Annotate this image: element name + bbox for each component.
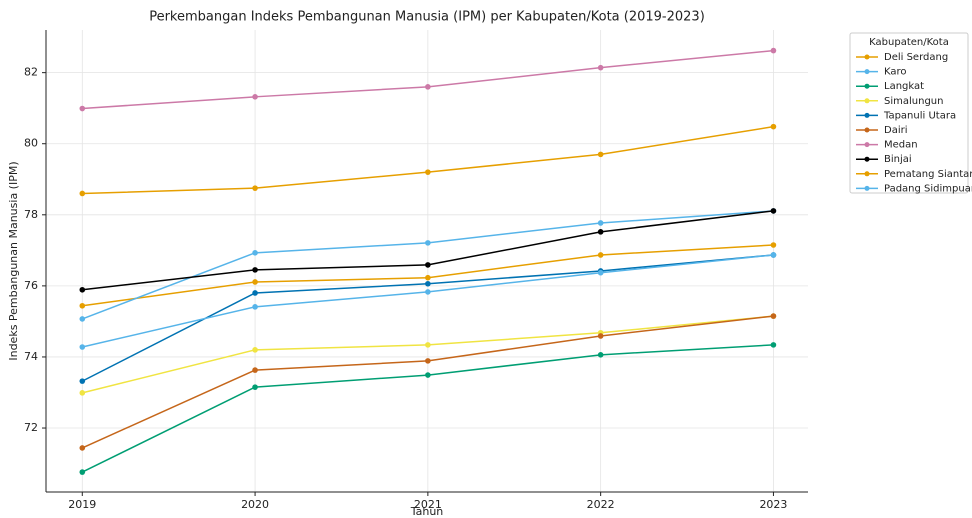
x-axis-label: Tahun (410, 505, 444, 518)
point (770, 313, 777, 319)
legend-label: Medan (884, 140, 918, 151)
point (79, 378, 86, 384)
point (770, 252, 777, 258)
legend-label: Pematang Siantar (884, 169, 972, 180)
y-tick-label: 74 (24, 350, 38, 363)
x-tick-label: 2019 (68, 498, 96, 511)
legend-label: Langkat (884, 81, 924, 92)
y-tick-label: 82 (24, 66, 38, 79)
x-tick-label: 2020 (241, 498, 269, 511)
point (252, 94, 258, 100)
point (79, 286, 86, 293)
legend-label: Karo (884, 67, 907, 78)
x-tick-label: 2022 (587, 498, 615, 511)
legend-label: Padang Sidimpuan (884, 183, 972, 194)
point (597, 229, 604, 235)
legend-marker (864, 54, 870, 60)
legend-marker (864, 127, 870, 133)
y-axis-label: Indeks Pembangunan Manusia (IPM) (7, 161, 20, 360)
point (425, 372, 431, 378)
point (770, 342, 777, 348)
point (79, 302, 86, 309)
legend-box (849, 32, 969, 194)
point (597, 151, 604, 158)
point (252, 250, 258, 256)
legend-marker (864, 142, 870, 148)
chart-title: Perkembangan Indeks Pembangunan Manusia … (149, 10, 705, 25)
point (252, 347, 258, 353)
y-tick-label: 76 (24, 279, 38, 292)
point (252, 279, 258, 285)
point (252, 304, 258, 310)
x-tick-label: 2023 (759, 498, 787, 511)
legend-label: Simalungun (884, 96, 943, 107)
legend-marker (864, 83, 870, 89)
legend-marker (864, 112, 870, 118)
y-tick-label: 72 (24, 421, 38, 434)
legend-marker (864, 98, 870, 104)
point (252, 384, 258, 390)
point (425, 289, 431, 295)
point (770, 123, 777, 130)
point (597, 333, 604, 339)
legend-title: Kabupaten/Kota (869, 37, 949, 48)
legend-marker (864, 185, 870, 191)
legend-marker (864, 69, 870, 75)
point (597, 64, 604, 71)
point (79, 105, 86, 112)
point (252, 267, 258, 273)
point (252, 290, 258, 296)
point (425, 262, 431, 268)
point (79, 469, 86, 475)
x-tick-label: 2021 (414, 498, 442, 511)
point (79, 344, 86, 350)
point (597, 220, 604, 226)
y-tick-label: 78 (24, 208, 38, 221)
point (770, 242, 777, 248)
legend-label: Deli Serdang (884, 52, 948, 63)
legend-label: Dairi (884, 125, 908, 136)
point (770, 47, 777, 54)
point (79, 190, 86, 197)
legend-label: Tapanuli Utara (883, 110, 956, 121)
point (425, 84, 431, 90)
point (79, 316, 86, 322)
point (252, 185, 258, 191)
point (79, 390, 86, 396)
point (425, 342, 431, 348)
point (425, 280, 431, 287)
legend-label: Binjai (884, 154, 912, 165)
point (79, 445, 86, 451)
point (425, 169, 431, 175)
point (425, 240, 431, 246)
point (770, 208, 777, 214)
point (597, 252, 604, 258)
point (425, 274, 431, 281)
point (252, 367, 258, 373)
legend-marker (864, 171, 870, 177)
y-tick-label: 80 (24, 137, 38, 150)
point (425, 358, 431, 364)
point (597, 352, 604, 358)
point (597, 269, 604, 276)
legend-marker (864, 156, 870, 162)
